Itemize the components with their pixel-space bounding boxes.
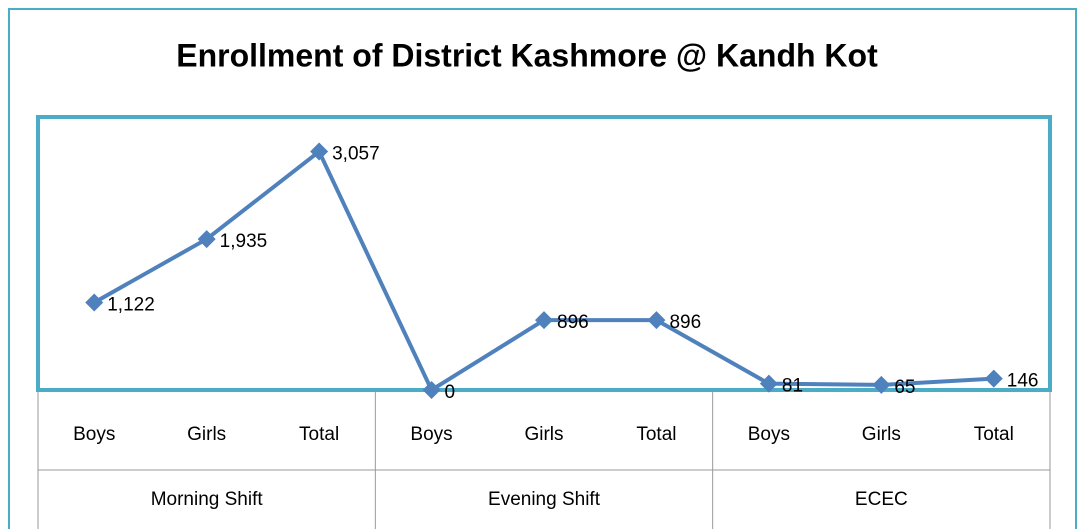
- chart-title: Enrollment of District Kashmore @ Kandh …: [176, 37, 878, 73]
- x-tick-label: Total: [636, 424, 676, 445]
- marker: [85, 293, 104, 312]
- plot-area: [36, 115, 1052, 392]
- data-label: 65: [894, 377, 915, 398]
- data-label: 81: [782, 376, 803, 397]
- x-tick-label: Girls: [862, 424, 901, 445]
- marker: [984, 369, 1003, 388]
- group-label: Evening Shift: [488, 489, 601, 510]
- data-label: 896: [669, 312, 701, 333]
- data-label: 146: [1007, 371, 1039, 392]
- marker: [197, 230, 216, 249]
- x-tick-label: Boys: [748, 424, 790, 445]
- data-label: 3,057: [332, 144, 380, 165]
- x-tick-label: Total: [299, 424, 339, 445]
- marker: [310, 142, 329, 161]
- group-label: Morning Shift: [151, 489, 264, 510]
- marker: [535, 311, 553, 330]
- x-tick-label: Boys: [410, 424, 452, 445]
- marker: [422, 381, 441, 399]
- group-label: ECEC: [855, 489, 908, 510]
- marker: [759, 374, 778, 393]
- data-label: 896: [557, 312, 589, 333]
- line: [93, 149, 994, 392]
- x-tick-label: Boys: [73, 424, 115, 445]
- x-tick-label: Girls: [187, 424, 226, 445]
- data-label: 1,122: [107, 294, 155, 315]
- data-label: 0: [445, 382, 456, 403]
- marker: [647, 311, 666, 330]
- data-label: 1,935: [220, 231, 268, 252]
- marker: [872, 375, 891, 394]
- x-tick-label: Girls: [524, 424, 563, 445]
- x-tick-label: Total: [974, 424, 1014, 445]
- outer-frame: [8, 8, 1077, 529]
